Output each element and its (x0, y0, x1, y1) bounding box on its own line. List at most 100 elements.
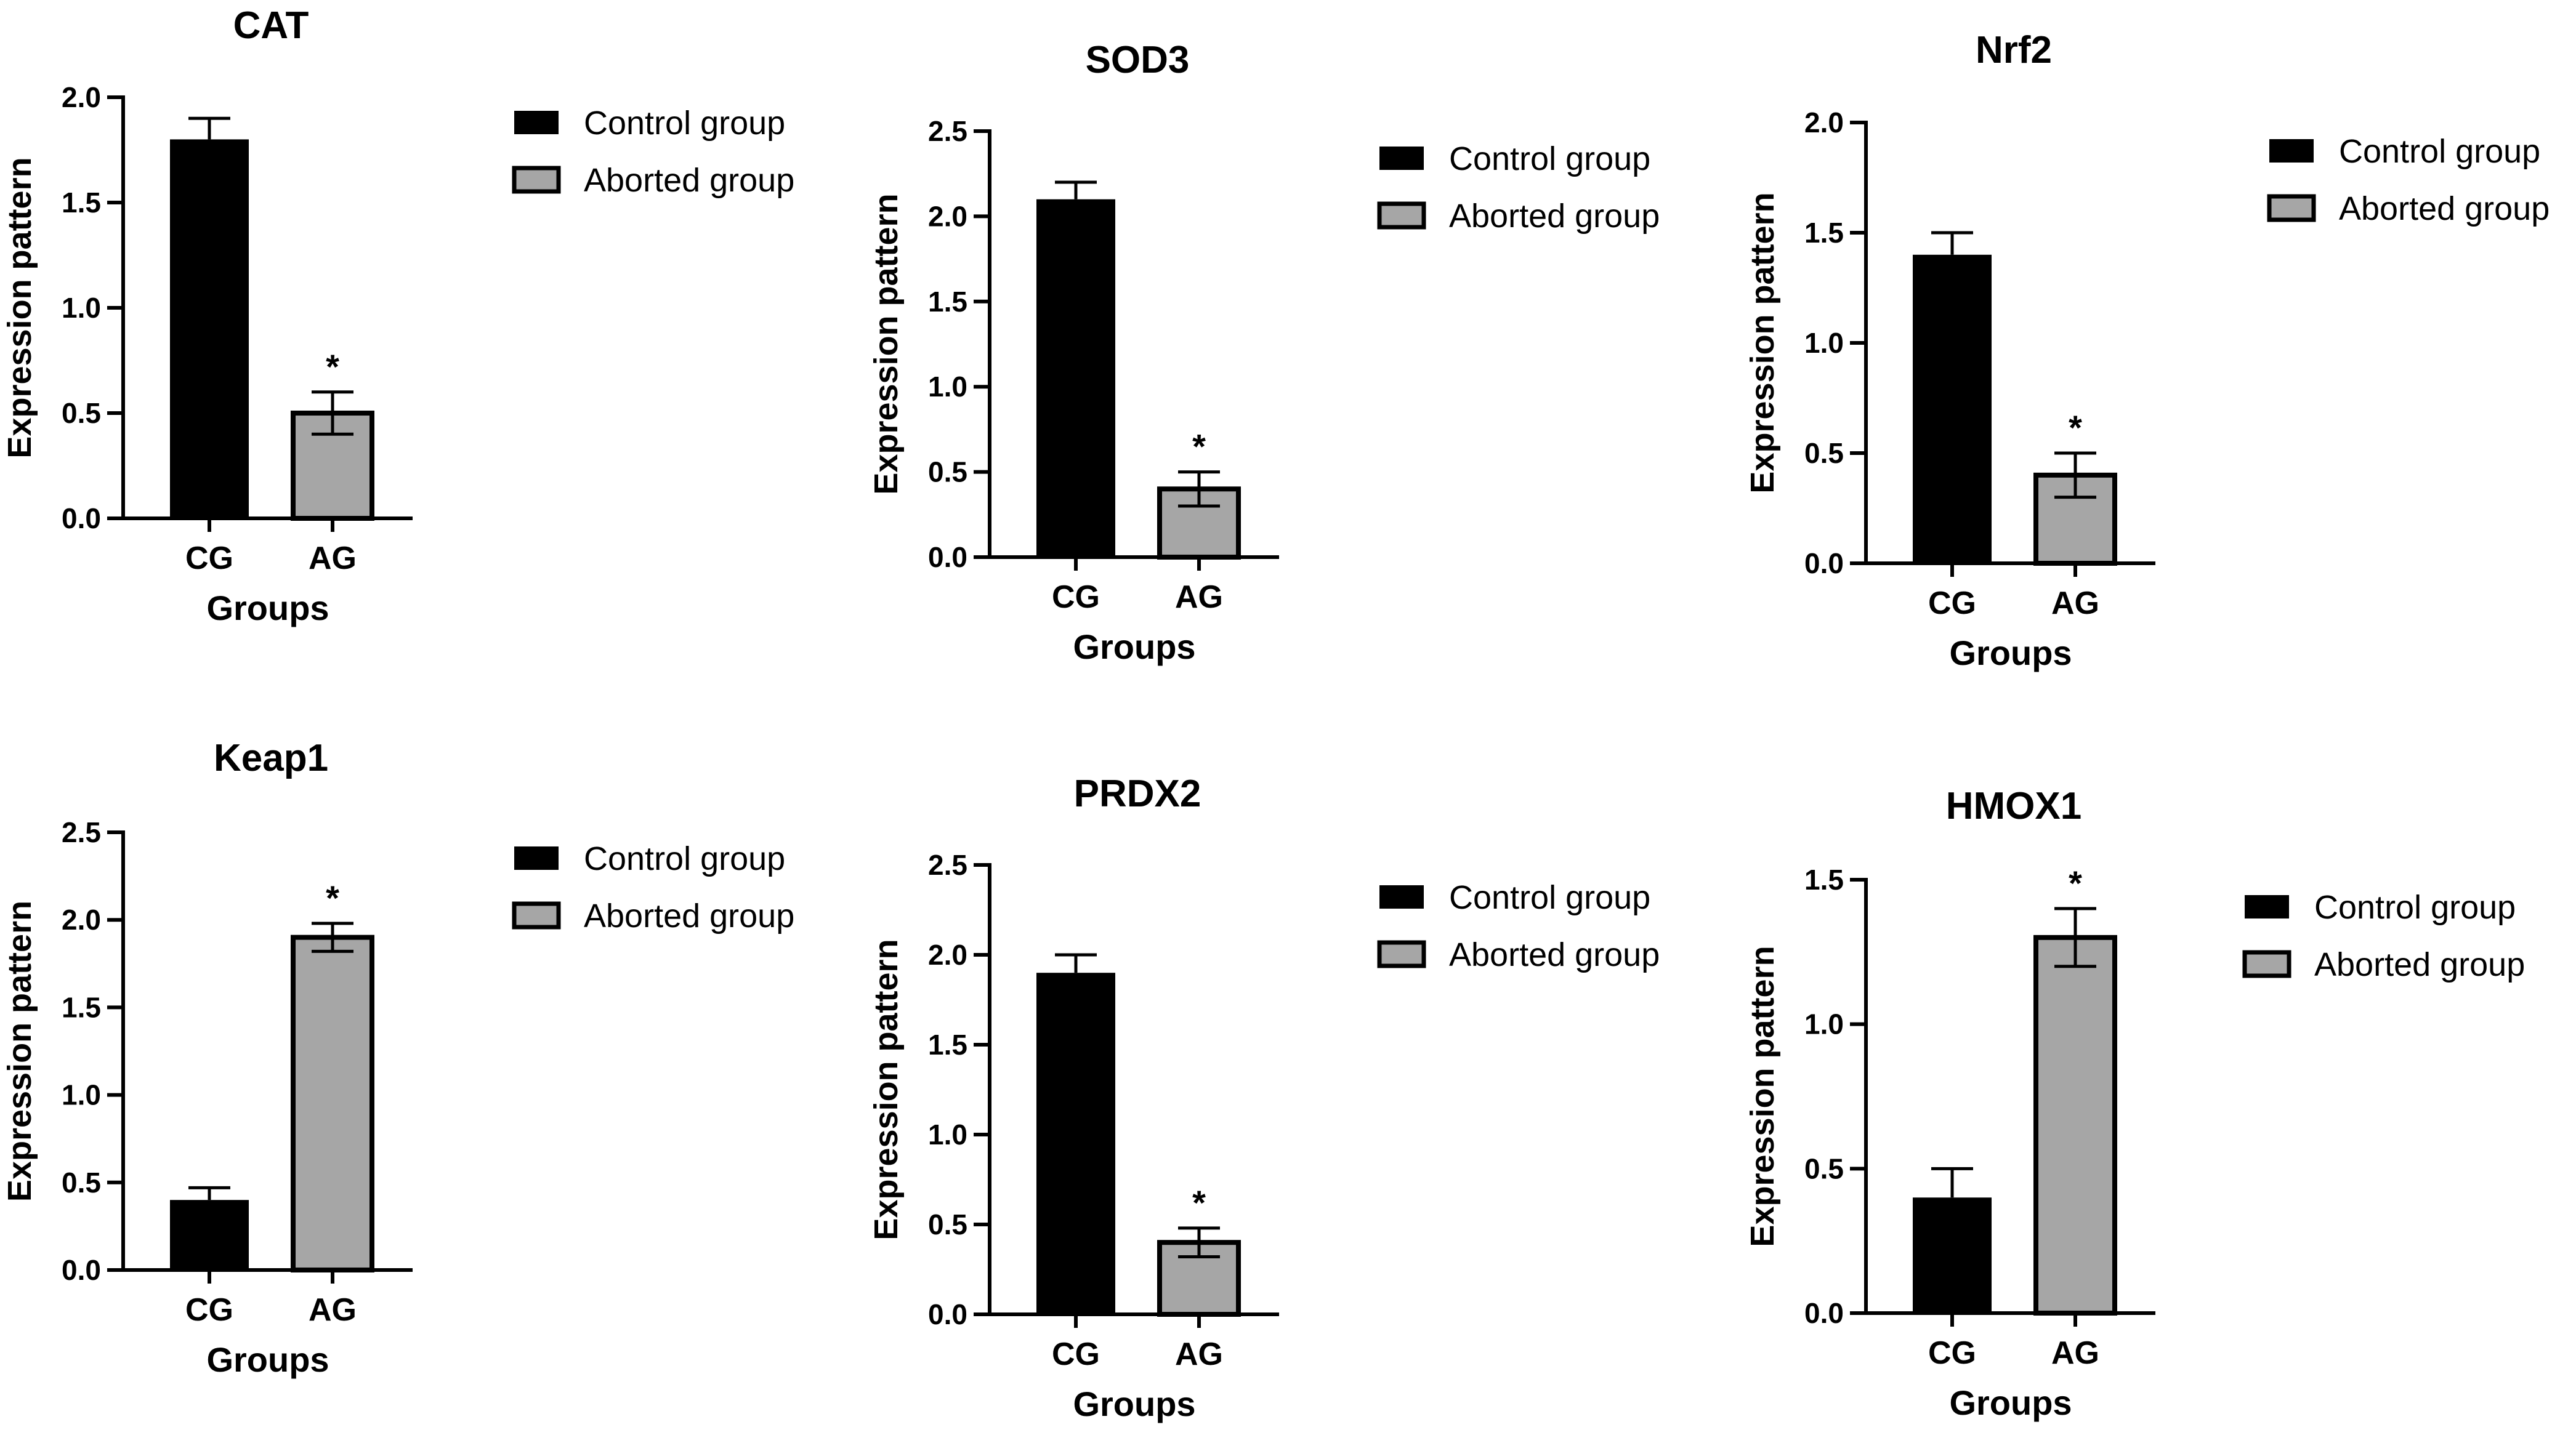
legend-swatch-aborted (1377, 201, 1426, 230)
y-axis-label: Expression pattern (1, 157, 38, 458)
chart-title: Nrf2 (1976, 29, 2052, 71)
bar-cg (1036, 199, 1115, 558)
legend-swatch-control (514, 111, 559, 134)
y-tick-label: 0.5 (62, 1167, 101, 1199)
y-tick-label: 0.5 (1804, 1152, 1844, 1184)
chart-panel-keap1: Keap1 Expression pattern 0.0 0.5 1.0 1.5 2.0 2.… (1, 737, 794, 1379)
y-tick-label: 2.0 (62, 81, 101, 113)
x-tick-label: AG (309, 541, 357, 576)
x-axis-label: Groups (1073, 1385, 1195, 1423)
y-tick-label: 2.0 (62, 904, 101, 936)
x-tick-label: AG (2051, 585, 2099, 621)
legend-label: Aborted group (2314, 946, 2525, 983)
bar-cg (1913, 1197, 1992, 1313)
chart-panel-cat: CAT Expression pattern 0.0 0.5 1.0 1.5 2.0 CG * A… (1, 4, 794, 627)
y-tick-label: 1.5 (1804, 217, 1844, 249)
y-tick-label: 1.5 (62, 991, 101, 1023)
bar-cg (1036, 973, 1115, 1314)
chart-panel-nrf2: Nrf2 Expression pattern 0.0 0.5 1.0 1.5 2.0 CG *… (1744, 29, 2550, 672)
legend-swatch-aborted (2267, 194, 2316, 222)
y-tick-label: 2.0 (928, 939, 967, 971)
legend-label: Control group (1449, 879, 1650, 916)
significance-marker: * (2069, 408, 2082, 447)
legend-label: Aborted group (1449, 198, 1660, 235)
y-tick-label: 0.5 (928, 456, 967, 488)
legend-label: Aborted group (1449, 936, 1660, 973)
bar-cg (1913, 254, 1992, 563)
chart-title: HMOX1 (1946, 785, 2081, 827)
chart-panel-prdx2: PRDX2 Expression pattern 0.0 0.5 1.0 1.5 2.0 2.… (868, 773, 1660, 1423)
bar-ag (2033, 935, 2117, 1316)
legend-swatch-aborted (512, 166, 561, 194)
y-tick-label: 1.0 (1804, 327, 1844, 359)
chart-panel-sod3: SOD3 Expression pattern 0.0 0.5 1.0 1.5 2.0 2.5… (868, 39, 1660, 666)
significance-marker: * (1192, 1183, 1206, 1222)
legend-swatch-aborted (1377, 940, 1426, 968)
y-tick-label: 1.0 (928, 371, 967, 403)
y-tick-label: 0.0 (62, 1254, 101, 1286)
legend-label: Control group (584, 840, 785, 877)
y-tick-label: 0.5 (928, 1208, 967, 1240)
y-tick-label: 1.5 (62, 187, 101, 219)
legend: Control group Aborted group (2242, 889, 2525, 983)
y-axis-label: Expression pattern (1, 901, 38, 1202)
y-axis-label: Expression pattern (868, 193, 905, 494)
y-tick-label: 1.0 (62, 292, 101, 324)
y-tick-label: 0.5 (62, 397, 101, 429)
y-tick-label: 0.5 (1804, 437, 1844, 469)
y-tick-label: 0.0 (62, 502, 101, 534)
x-axis-label: Groups (206, 589, 329, 627)
y-axis-label: Expression pattern (1744, 192, 1781, 493)
y-tick-label: 1.5 (928, 1029, 967, 1061)
x-axis-label: Groups (206, 1340, 329, 1379)
x-tick-label: AG (1175, 1336, 1223, 1372)
x-tick-label: CG (1052, 579, 1100, 615)
significance-marker: * (1192, 427, 1206, 466)
y-tick-label: 0.0 (928, 541, 967, 573)
legend-label: Aborted group (2339, 190, 2550, 227)
legend-swatch-aborted (512, 901, 561, 930)
legend-swatch-control (2269, 139, 2314, 163)
chart-panel-hmox1: HMOX1 Expression pattern 0.0 0.5 1.0 1.5 CG * AG… (1744, 785, 2525, 1422)
chart-title: SOD3 (1086, 39, 1190, 81)
bar-ag (291, 935, 374, 1272)
legend-label: Control group (584, 105, 785, 142)
legend: Control group Aborted group (1377, 140, 1660, 235)
x-tick-label: CG (185, 541, 233, 576)
x-tick-label: CG (1052, 1336, 1100, 1372)
chart-title: CAT (233, 4, 309, 47)
significance-marker: * (2069, 864, 2082, 902)
x-axis-label: Groups (1949, 1383, 2072, 1422)
y-tick-label: 1.5 (1804, 864, 1844, 896)
y-tick-label: 0.0 (1804, 547, 1844, 579)
y-tick-label: 0.0 (1804, 1297, 1844, 1329)
legend-label: Control group (2339, 133, 2540, 170)
x-tick-label: CG (185, 1292, 233, 1328)
legend-swatch-control (1379, 147, 1424, 170)
y-tick-label: 2.0 (1804, 107, 1844, 139)
significance-marker: * (326, 347, 339, 386)
y-axis-label: Expression pattern (1744, 946, 1781, 1247)
legend-swatch-control (514, 846, 559, 870)
y-tick-label: 2.5 (62, 816, 101, 848)
legend-swatch-control (1379, 885, 1424, 909)
legend-label: Control group (2314, 889, 2516, 926)
y-axis-label: Expression pattern (868, 939, 905, 1240)
x-axis-label: Groups (1949, 633, 2072, 672)
x-tick-label: CG (1928, 1335, 1976, 1371)
legend: Control group Aborted group (1377, 879, 1660, 973)
x-tick-label: AG (2051, 1335, 2099, 1371)
x-axis-label: Groups (1073, 627, 1195, 666)
significance-marker: * (326, 878, 339, 917)
chart-title: PRDX2 (1074, 773, 1201, 815)
y-tick-label: 1.0 (62, 1079, 101, 1111)
y-tick-label: 1.0 (928, 1119, 967, 1151)
y-tick-label: 2.5 (928, 115, 967, 147)
bar-cg (170, 139, 249, 518)
bar-cg (170, 1200, 249, 1270)
x-tick-label: CG (1928, 585, 1976, 621)
legend: Control group Aborted group (512, 840, 794, 935)
legend-swatch-aborted (2242, 950, 2291, 978)
legend-label: Aborted group (584, 898, 794, 935)
